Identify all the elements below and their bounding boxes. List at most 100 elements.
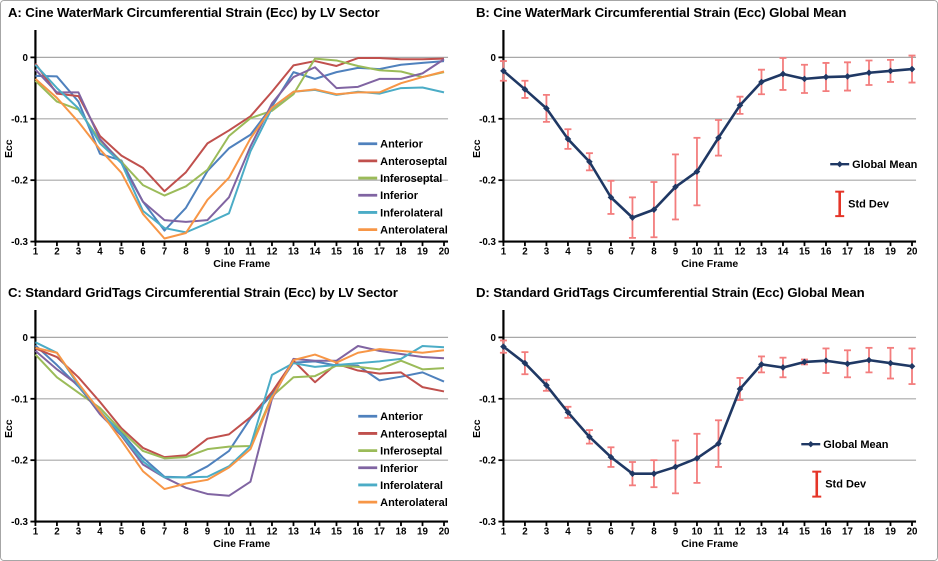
x-tick-label: 7 xyxy=(630,247,635,258)
data-point-marker xyxy=(715,134,722,142)
data-point-marker xyxy=(822,356,830,364)
data-point-marker xyxy=(779,70,787,78)
x-tick-label: 5 xyxy=(587,247,593,258)
legend-label: Global Mean xyxy=(852,159,918,171)
legend-label: Inferoseptal xyxy=(380,173,442,185)
y-tick-label: -0.2 xyxy=(479,455,496,466)
chart-a-title: A: Cine WaterMark Circumferential Strain… xyxy=(8,5,380,20)
y-axis-title: Ecc xyxy=(4,139,15,158)
series-line-inferior xyxy=(34,58,445,223)
x-tick-label: 6 xyxy=(140,526,146,537)
x-tick-label: 12 xyxy=(735,526,746,537)
x-axis-title: Cine Frame xyxy=(213,259,270,270)
data-point-marker xyxy=(887,359,894,366)
legend-label: Inferolateral xyxy=(380,479,443,491)
x-tick-label: 15 xyxy=(331,526,342,537)
data-point-marker xyxy=(887,67,894,75)
x-tick-label: 3 xyxy=(544,247,550,258)
legend-label: Inferolateral xyxy=(380,207,443,219)
y-tick-label: -0.3 xyxy=(479,517,496,528)
chart-panel-d: 0 -0.1 -0.2 -0.3 1 2 3 4 5 6 7 8 9 10 11 12 13 14 15 16 17 18… xyxy=(469,280,937,560)
legend-label: Anterior xyxy=(380,411,423,423)
y-tick-label: -0.1 xyxy=(479,114,496,125)
x-tick-label: 10 xyxy=(224,247,235,258)
x-axis-title: Cine Frame xyxy=(681,539,738,550)
x-tick-label: 12 xyxy=(267,247,278,258)
legend-label: Anteroseptal xyxy=(380,428,447,440)
x-axis-title: Cine Frame xyxy=(681,259,738,270)
x-tick-label: 3 xyxy=(76,526,82,537)
chart-a-canvas: 0-0.1-0.2-0.31 2 3 4 5 6 7 8 9 10 11 12 13 14 15 16 17 18… xyxy=(4,29,450,270)
data-point-marker xyxy=(672,463,679,470)
x-tick-label: 13 xyxy=(288,526,299,537)
data-point-marker xyxy=(908,65,916,73)
y-tick-label: -0.1 xyxy=(11,114,28,125)
data-point-marker xyxy=(844,360,851,367)
x-tick-label: 19 xyxy=(417,247,428,258)
series-line-global-mean xyxy=(502,67,913,219)
y-tick-label: -0.1 xyxy=(11,394,28,405)
x-tick-label: 2 xyxy=(522,247,528,258)
x-tick-label: 6 xyxy=(140,247,146,258)
y-tick-label: -0.1 xyxy=(479,394,496,405)
data-point-marker xyxy=(586,158,593,166)
chart-panel-c: 0 -0.1 -0.2 -0.3 1 2 3 4 5 6 7 8 9 10 11 12 13 14 15 16 17 18… xyxy=(1,280,469,560)
x-tick-label: 15 xyxy=(799,526,810,537)
x-tick-label: 15 xyxy=(331,247,342,258)
data-point-marker xyxy=(629,214,636,221)
legend-mean-marker xyxy=(836,161,843,168)
series-line-anteroseptal xyxy=(35,347,445,458)
legend-label: Global Mean xyxy=(823,439,889,451)
x-tick-label: 17 xyxy=(842,247,853,258)
data-point-marker xyxy=(801,75,808,83)
x-tick-label: 4 xyxy=(97,526,103,537)
x-tick-label: 9 xyxy=(205,526,211,537)
x-tick-label: 1 xyxy=(501,526,507,537)
x-tick-label: 8 xyxy=(183,247,189,258)
x-tick-label: 15 xyxy=(799,247,810,258)
chart-b-title: B: Cine WaterMark Circumferential Strain… xyxy=(476,5,847,20)
data-point-marker xyxy=(758,78,765,86)
data-point-marker xyxy=(779,363,787,371)
x-tick-label: 4 xyxy=(565,526,571,537)
data-point-marker xyxy=(650,206,658,213)
y-tick-label: -0.3 xyxy=(11,517,28,528)
legend-label: Std Dev xyxy=(848,199,890,211)
x-tick-label: 20 xyxy=(907,247,918,258)
x-tick-label: 10 xyxy=(224,526,235,537)
x-tick-label: 11 xyxy=(245,247,256,258)
x-tick-label: 17 xyxy=(374,526,385,537)
x-tick-label: 11 xyxy=(713,247,724,258)
x-tick-label: 11 xyxy=(713,526,724,537)
x-tick-label: 10 xyxy=(692,247,703,258)
x-tick-label: 2 xyxy=(54,526,60,537)
x-tick-label: 14 xyxy=(310,526,321,537)
data-point-marker xyxy=(607,453,615,460)
x-tick-label: 13 xyxy=(756,247,767,258)
x-tick-label: 16 xyxy=(821,526,832,537)
chart-d-canvas: 0-0.1-0.2-0.31 2 3 4 5 6 7 8 9 10 11 12 13 14 15 16 17 18… xyxy=(472,309,918,550)
x-tick-label: 8 xyxy=(651,247,657,258)
y-tick-label: -0.2 xyxy=(479,176,496,187)
y-tick-label: 0 xyxy=(23,332,29,343)
x-tick-label: 5 xyxy=(587,526,593,537)
series-line-anteroseptal xyxy=(34,57,445,193)
x-tick-label: 14 xyxy=(778,247,789,258)
y-tick-label: 0 xyxy=(23,53,29,64)
data-point-marker xyxy=(521,359,529,366)
data-point-marker xyxy=(564,408,572,416)
legend-label: Anterolateral xyxy=(380,497,448,509)
x-tick-label: 6 xyxy=(608,526,614,537)
x-tick-label: 20 xyxy=(439,247,450,258)
data-point-marker xyxy=(672,183,679,191)
x-tick-label: 10 xyxy=(692,526,703,537)
legend-label: Std Dev xyxy=(825,478,867,490)
legend-label: Anteroseptal xyxy=(380,156,447,168)
x-tick-label: 2 xyxy=(54,247,60,258)
data-point-marker xyxy=(844,73,851,80)
x-tick-label: 9 xyxy=(673,526,679,537)
data-point-marker xyxy=(543,105,550,112)
x-tick-label: 13 xyxy=(288,247,299,258)
legend-label: Anterolateral xyxy=(380,225,448,237)
x-tick-label: 3 xyxy=(76,247,82,258)
